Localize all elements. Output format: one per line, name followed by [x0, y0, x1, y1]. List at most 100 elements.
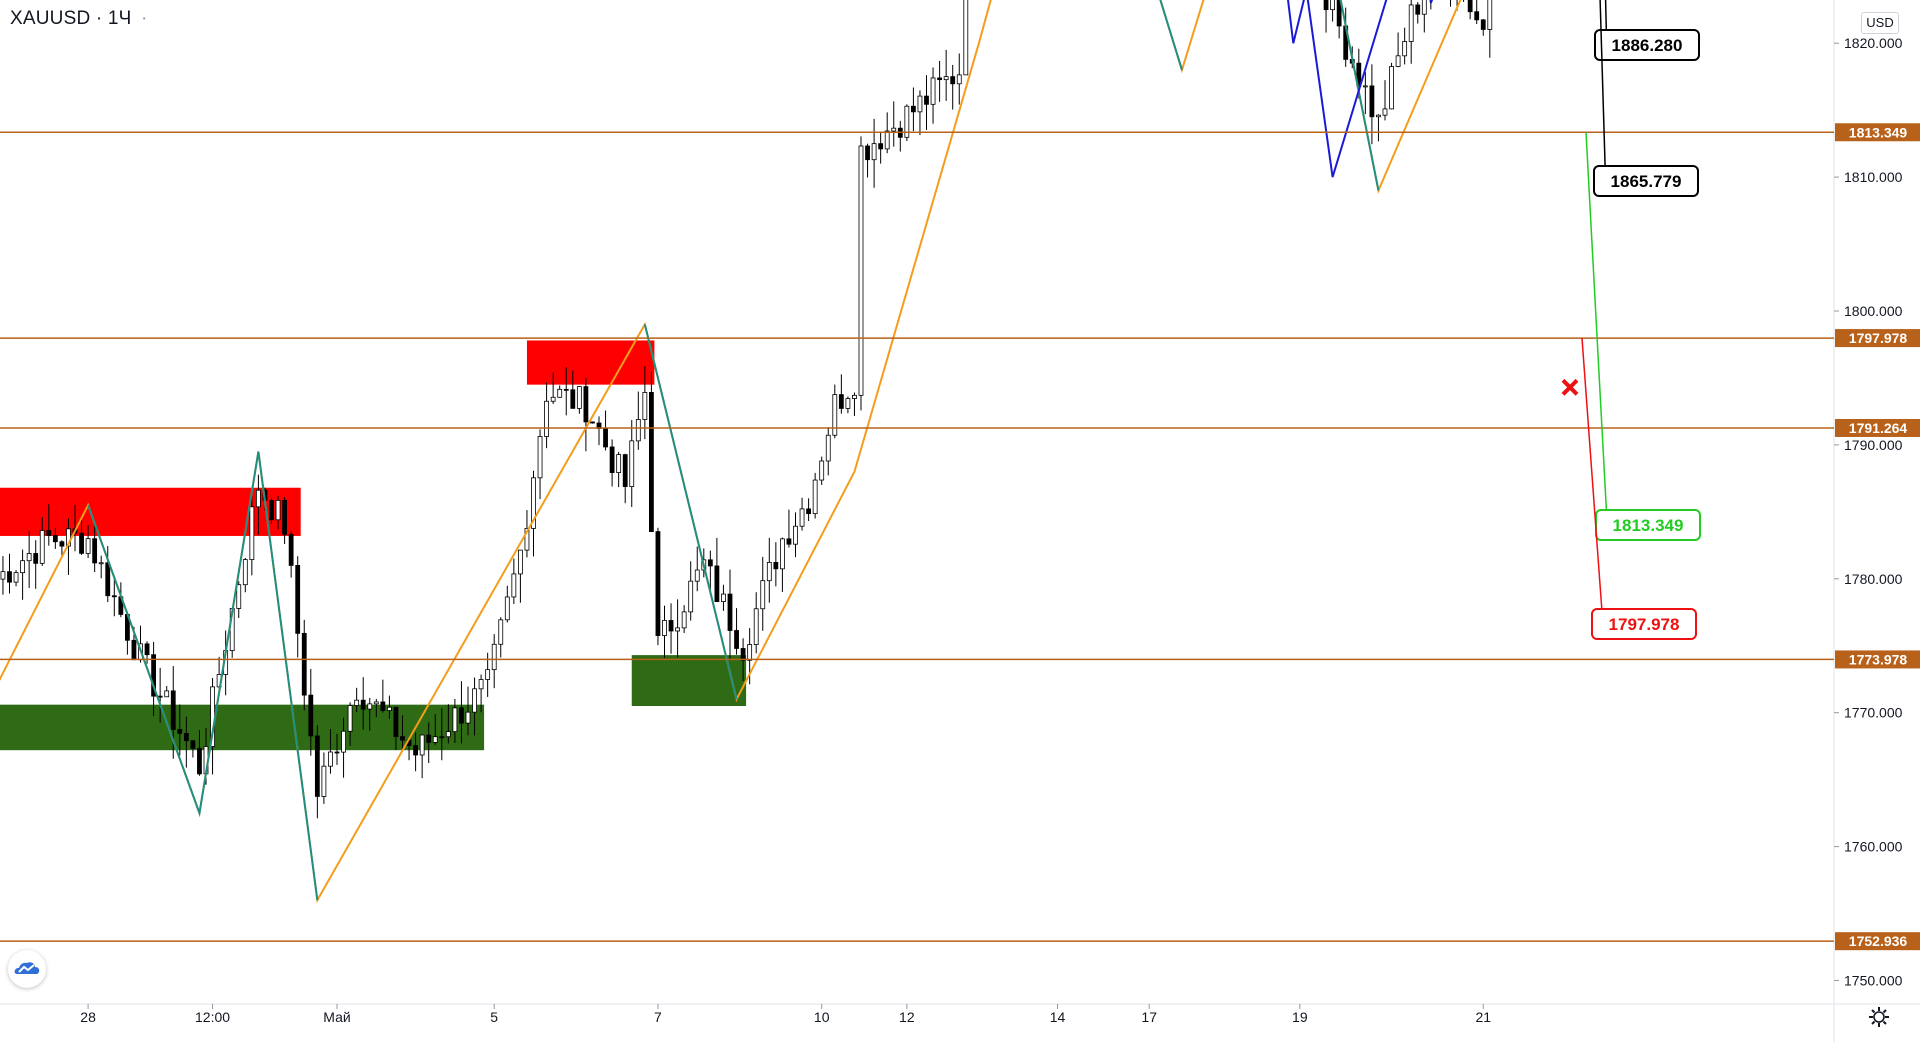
candle-body: [1336, 0, 1342, 27]
candle: [583, 377, 589, 452]
candle-body: [766, 561, 772, 582]
candle-body: [780, 538, 785, 570]
candle: [668, 603, 674, 654]
teal-zigzag-line: [643, 324, 738, 700]
candle: [105, 545, 111, 603]
candle-body: [845, 398, 851, 409]
candle: [445, 704, 451, 744]
callout-box: [1593, 165, 1699, 197]
candle: [727, 569, 733, 660]
candle-body: [144, 643, 150, 656]
candle-body: [39, 530, 45, 564]
candle: [832, 384, 838, 439]
x-tick-label: 14: [1050, 1009, 1066, 1025]
candle: [334, 733, 340, 765]
candle: [393, 706, 399, 750]
candle-body: [956, 74, 962, 85]
candle-body: [485, 669, 491, 680]
candle-body: [334, 751, 340, 754]
candle: [1474, 0, 1480, 25]
candle: [812, 472, 818, 519]
candle-body: [105, 562, 111, 597]
candle: [400, 715, 405, 750]
levels: 1897.6861886.2801865.7791848.7241830.241…: [0, 123, 1920, 951]
candle-body: [439, 736, 445, 739]
candle-body: [603, 428, 608, 448]
candle-body: [1480, 19, 1486, 30]
settings-gear-icon[interactable]: [1866, 1004, 1892, 1030]
candle-body: [354, 699, 360, 706]
candle-body: [308, 694, 314, 737]
candle: [79, 517, 84, 555]
candle: [255, 474, 261, 535]
currency-badge[interactable]: USD: [1861, 12, 1899, 34]
candle-body: [498, 619, 504, 645]
candle: [301, 619, 307, 711]
candle: [386, 695, 392, 719]
candle: [721, 584, 726, 611]
candle-body: [832, 394, 838, 436]
candle-body: [183, 732, 189, 742]
cross-stroke: [1561, 378, 1579, 396]
symbol-header[interactable]: XAUUSD · 1Ч ·: [10, 8, 148, 30]
candle: [825, 427, 831, 476]
candle-body: [570, 389, 576, 409]
candle-body: [341, 730, 346, 753]
callout-label: 1865.779: [1611, 172, 1682, 191]
candle: [806, 498, 811, 522]
candle-body: [472, 688, 477, 713]
candle-body: [1382, 108, 1388, 116]
candle-body: [590, 421, 595, 424]
candle-body: [911, 105, 916, 113]
candle-body: [1389, 66, 1394, 110]
interval[interactable]: 1Ч: [107, 8, 132, 29]
candle: [197, 730, 202, 776]
candle: [734, 608, 739, 655]
candle: [413, 732, 419, 772]
candle: [950, 64, 956, 110]
candle: [439, 708, 445, 761]
candle: [380, 679, 386, 713]
candle: [871, 118, 877, 188]
candles: [0, 0, 1493, 819]
candle: [937, 61, 942, 102]
candle-body: [1421, 0, 1427, 15]
candle-body: [707, 559, 713, 567]
candle: [655, 527, 661, 646]
candle-body: [878, 143, 884, 150]
candle-body: [865, 145, 870, 161]
candle-body: [400, 736, 405, 741]
candle: [321, 752, 327, 804]
candle-body: [740, 648, 746, 661]
candle: [753, 592, 759, 654]
candle: [878, 131, 884, 164]
candle: [59, 540, 65, 557]
candle: [314, 725, 320, 819]
tradingview-logo[interactable]: [8, 950, 46, 988]
candle: [897, 120, 903, 152]
callout-pointer: [1599, 0, 1607, 197]
candle: [190, 740, 196, 758]
candle-body: [373, 701, 379, 705]
level-price-label: 1813.349: [1849, 124, 1908, 140]
candle-body: [511, 573, 517, 598]
candle: [917, 90, 923, 136]
candle-body: [943, 76, 949, 81]
y-tick-label: 1790.000: [1844, 437, 1903, 453]
candle-body: [452, 707, 458, 733]
candle-body: [747, 644, 753, 661]
candle-body: [33, 553, 39, 564]
candle: [1415, 2, 1421, 24]
candle: [1487, 0, 1493, 58]
candle-body: [904, 105, 910, 138]
candle-body: [79, 532, 84, 554]
y-tick-label: 1820.000: [1844, 35, 1903, 51]
candle: [328, 728, 333, 774]
candle: [111, 578, 117, 617]
candle: [0, 556, 6, 595]
candle: [360, 677, 366, 730]
x-tick-label: 7: [654, 1009, 662, 1025]
candle: [452, 699, 458, 743]
candle: [472, 677, 477, 736]
